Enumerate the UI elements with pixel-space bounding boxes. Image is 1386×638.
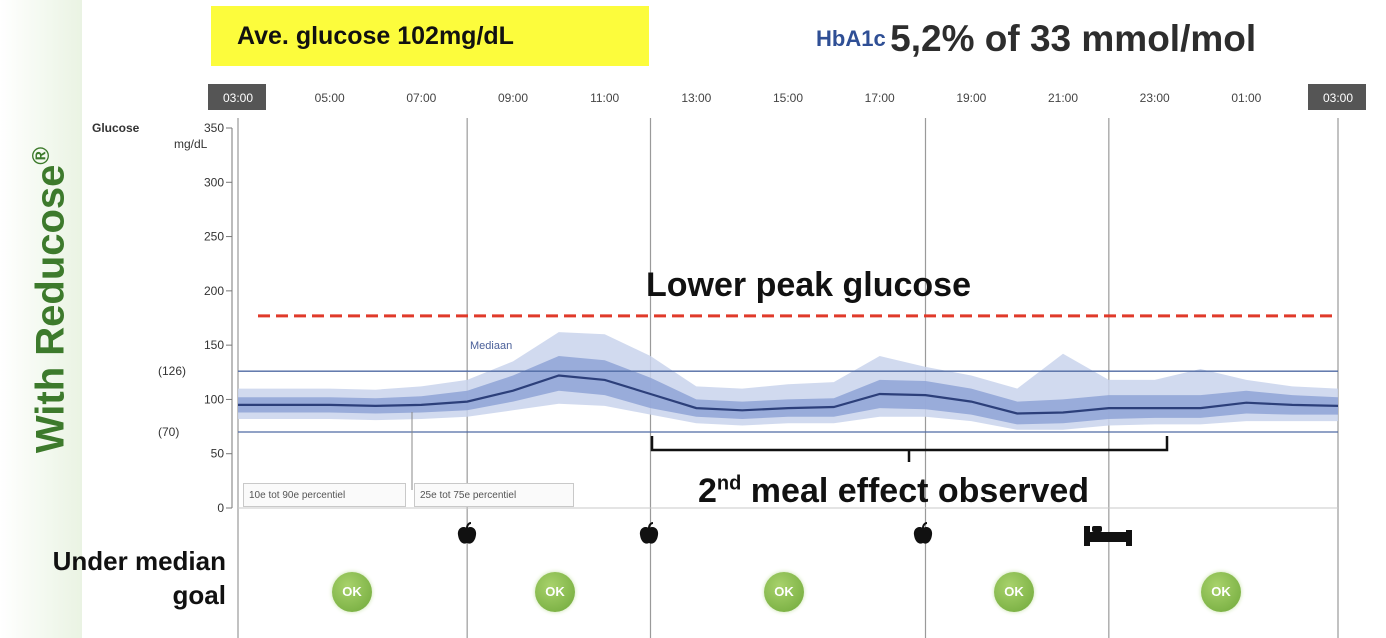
side-band	[0, 0, 82, 638]
x-tick-label: 07:00	[406, 91, 436, 105]
average-glucose-box: Ave. glucose 102mg/dL	[211, 6, 649, 66]
median-annotation: Mediaan	[470, 340, 513, 352]
lower-peak-annotation: Lower peak glucose	[646, 266, 971, 304]
bottom-panel	[238, 412, 1338, 509]
average-glucose-text: Ave. glucose 102mg/dL	[237, 22, 514, 50]
x-tick-label: 03:00	[223, 91, 253, 105]
y-tick-label: 0	[217, 501, 224, 515]
y-tick-label: 50	[211, 447, 225, 461]
meal-effect-annotation: 2nd meal effect observed	[698, 472, 1090, 510]
y-tick-label: 350	[204, 121, 224, 135]
target-label: (70)	[158, 425, 179, 439]
y-tick-label: 250	[204, 230, 224, 244]
bed-icon	[1084, 526, 1132, 546]
x-tick-label: 09:00	[498, 91, 528, 105]
x-tick-label: 17:00	[865, 91, 895, 105]
y-axis-title: Glucose	[92, 121, 140, 135]
ok-badge: OK	[332, 572, 372, 612]
x-tick-label: 13:00	[681, 91, 711, 105]
ok-badge: OK	[764, 572, 804, 612]
under-median-goal-label: Under median goal	[52, 546, 226, 610]
x-tick-label: 01:00	[1231, 91, 1261, 105]
y-axis-unit: mg/dL	[174, 137, 208, 151]
hba1c-value: 5,2% of 33 mmol/mol	[890, 18, 1257, 59]
target-label: (126)	[158, 364, 186, 378]
x-tick-label: 15:00	[773, 91, 803, 105]
x-axis: 03:00 05:00 07:00 09:00 11:00 13:00 15:00 17:00…	[208, 84, 1366, 110]
ok-badge: OK	[1201, 572, 1241, 612]
x-tick-label: 19:00	[956, 91, 986, 105]
band-25-75	[238, 356, 1338, 425]
x-tick-label: 21:00	[1048, 91, 1078, 105]
y-tick-label: 300	[204, 175, 224, 189]
apple-icon	[639, 522, 659, 544]
legend-25-75: 25e tot 75e percentiel	[414, 483, 574, 507]
apple-icon	[913, 522, 933, 544]
x-tick-label: 03:00	[1323, 91, 1353, 105]
x-tick-label: 23:00	[1140, 91, 1170, 105]
hba1c-label: HbA1c	[816, 26, 886, 51]
apple-icon	[457, 522, 477, 544]
hba1c-readout: HbA1c 5,2% of 33 mmol/mol	[816, 18, 1256, 68]
y-tick-label: 100	[204, 392, 224, 406]
median-line	[238, 374, 1339, 415]
meal-effect-bracket	[650, 436, 1169, 462]
x-tick-highlight	[1308, 84, 1366, 110]
ok-badge: OK	[535, 572, 575, 612]
y-tick-label: 150	[204, 338, 224, 352]
x-tick-label: 11:00	[590, 91, 619, 105]
y-tick-label: 200	[204, 284, 224, 298]
x-tick-label: 05:00	[315, 91, 345, 105]
x-tick-highlight	[208, 84, 266, 110]
y-axis: (126) (70) 0 50 100 150 200 250 300 350 Glucose mg/…	[92, 121, 233, 515]
legend-10-90: 10e tot 90e percentiel	[243, 483, 406, 507]
ok-badge: OK	[994, 572, 1034, 612]
percentile-bands	[238, 314, 1339, 433]
